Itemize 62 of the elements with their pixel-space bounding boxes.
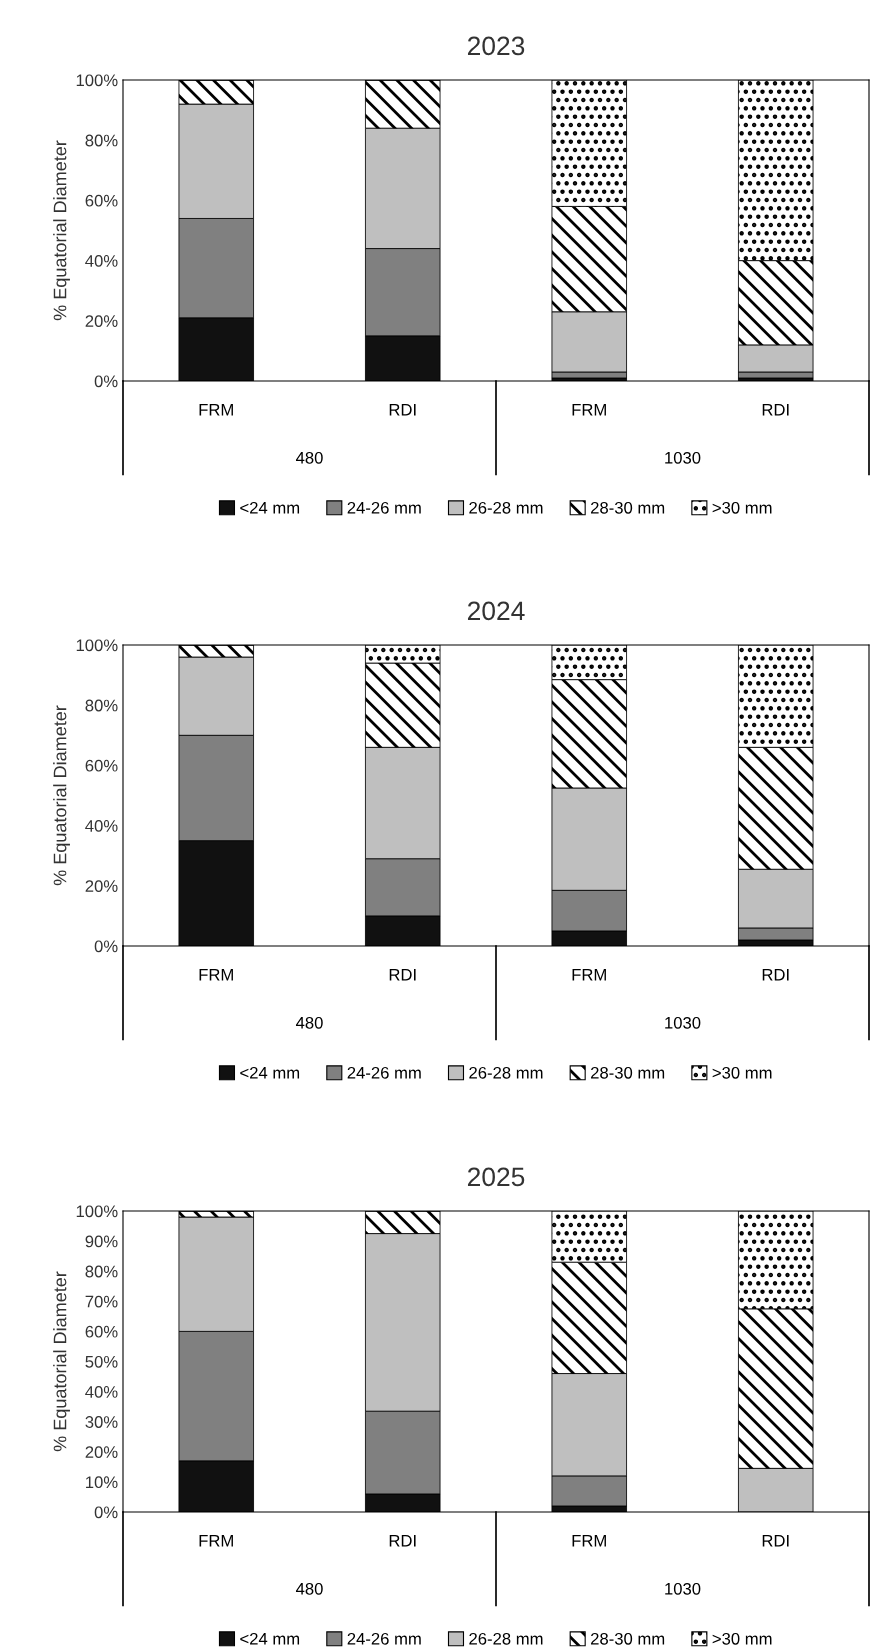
legend-label: >30 mm <box>712 1066 772 1079</box>
legend-label: 26-28 mm <box>469 1632 543 1645</box>
y-tick-label: 20% <box>85 1446 118 1458</box>
x-tick-label: RDI <box>762 403 789 416</box>
legend-label: <24 mm <box>240 501 300 514</box>
y-tick-label: 0% <box>94 940 118 953</box>
x-tick-label: RDI <box>762 1534 789 1547</box>
y-tick-label: 80% <box>85 1265 118 1278</box>
text: 480 <box>295 451 323 464</box>
y-tick-label: 40% <box>85 255 118 267</box>
x-tick-label: FRM <box>572 1534 606 1547</box>
legend-label: 24-26 mm <box>347 1066 421 1079</box>
y-tick-label: 40% <box>85 820 118 832</box>
x-tick-label: RDI <box>389 1534 416 1547</box>
legend-label: 26-28 mm <box>469 501 543 514</box>
y-tick-label: 60% <box>85 759 118 772</box>
x-tick-label: RDI <box>762 968 789 981</box>
y-tick-label: 10% <box>86 1476 118 1489</box>
y-tick-label: 100% <box>76 74 118 87</box>
legend-label: >30 mm <box>712 1632 772 1645</box>
chart-title: 2023 <box>467 36 525 56</box>
x-tick-label: FRM <box>199 968 233 981</box>
y-tick-label: 40% <box>85 1386 118 1398</box>
x-tick-label: RDI <box>389 968 416 981</box>
y-tick-label: 80% <box>85 699 118 712</box>
x-tick-label: FRM <box>572 968 606 981</box>
legend-label: >30 mm <box>712 501 772 514</box>
x-tick-label: FRM <box>199 403 233 416</box>
y-tick-label: 0% <box>94 375 118 388</box>
legend-label: 24-26 mm <box>347 1632 421 1645</box>
legend-label: 24-26 mm <box>347 501 421 514</box>
text: 1030 <box>665 451 701 464</box>
y-tick-label: 100% <box>76 639 118 652</box>
legend-label: 28-30 mm <box>591 501 665 514</box>
y-tick-label: 60% <box>85 194 118 207</box>
legend-label: 28-30 mm <box>591 1632 665 1645</box>
text: 1030 <box>665 1582 701 1595</box>
y-tick-label: 20% <box>85 315 118 327</box>
y-tick-label: 50% <box>85 1355 118 1368</box>
chart-title: 2024 <box>467 601 525 621</box>
text: 480 <box>295 1016 323 1029</box>
chart-title: 2025 <box>467 1167 525 1187</box>
legend-label: 28-30 mm <box>591 1066 665 1079</box>
y-tick-label: 80% <box>85 134 118 147</box>
y-tick-label: 30% <box>85 1416 118 1428</box>
y-axis-title: % Equatorial Diameter <box>53 1271 70 1452</box>
x-tick-label: RDI <box>389 403 416 416</box>
legend-label: <24 mm <box>240 1632 300 1645</box>
y-tick-label: 0% <box>94 1506 118 1519</box>
y-axis-title: % Equatorial Diameter <box>53 140 70 321</box>
text: 1030 <box>665 1016 701 1029</box>
x-tick-label: FRM <box>199 1534 233 1547</box>
y-tick-label: 20% <box>85 880 118 892</box>
legend-label: <24 mm <box>240 1066 300 1079</box>
y-tick-label: 90% <box>85 1235 118 1248</box>
y-tick-label: 60% <box>85 1325 118 1338</box>
y-axis-title: % Equatorial Diameter <box>53 705 70 886</box>
text: 480 <box>295 1582 323 1595</box>
legend-label: 26-28 mm <box>469 1066 543 1079</box>
y-tick-label: 100% <box>76 1205 118 1218</box>
y-tick-label: 70% <box>85 1295 118 1308</box>
x-tick-label: FRM <box>572 403 606 416</box>
